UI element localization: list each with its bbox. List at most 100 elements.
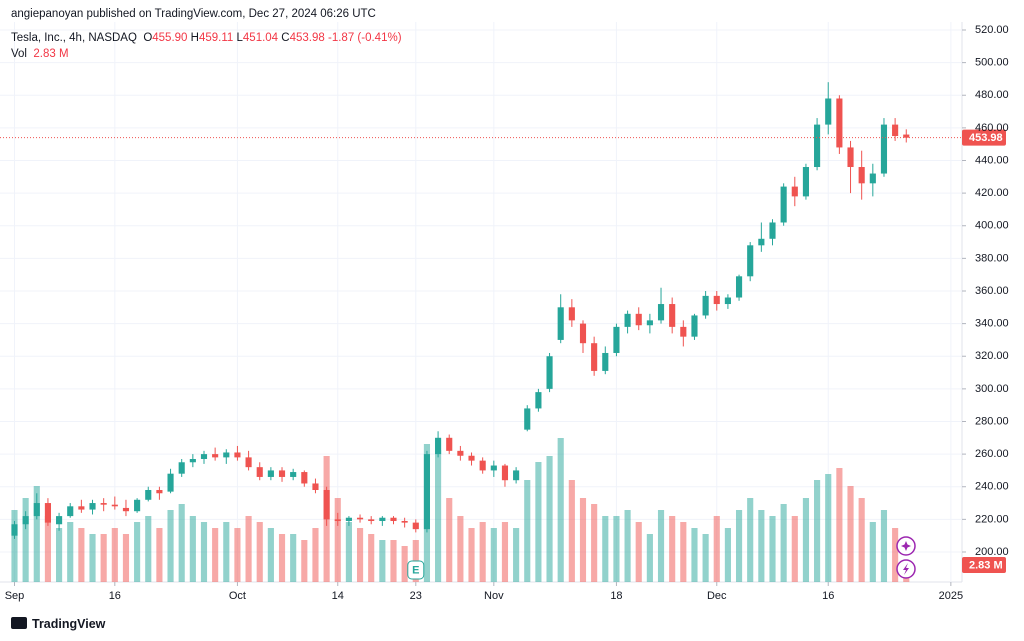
last-price-box: [962, 129, 1006, 146]
candle-body: [256, 467, 263, 477]
candle-body: [245, 457, 252, 468]
candle-body: [100, 503, 107, 505]
y-tick-label: 440.00: [975, 154, 1009, 166]
volume-bar: [680, 522, 687, 582]
x-tick-label: 2025: [939, 590, 963, 602]
candle-body: [858, 167, 865, 184]
y-tick-label: 260.00: [975, 448, 1009, 460]
volume-bar: [401, 546, 408, 582]
x-tick-label: Sep: [5, 590, 25, 602]
volume-bar: [11, 510, 18, 582]
low: 451.04: [242, 32, 279, 44]
candle-body: [22, 516, 29, 525]
volume-bar: [591, 504, 598, 582]
volume-bar: [892, 528, 899, 582]
change-pct: (-0.41%): [357, 32, 402, 44]
y-tick-label: 380.00: [975, 252, 1009, 264]
candle-body: [379, 517, 386, 521]
volume-bar: [546, 456, 553, 582]
volume-bar: [134, 522, 141, 582]
candle-body: [591, 343, 598, 371]
volume-bar: [111, 528, 118, 582]
candle-body: [323, 489, 330, 520]
candle-body: [847, 147, 854, 168]
candle-body: [669, 304, 676, 327]
volume-bar: [702, 534, 709, 582]
candle-body: [401, 520, 408, 523]
h-label: H: [190, 32, 199, 44]
volume-bar: [234, 528, 241, 582]
candle-body: [814, 124, 821, 168]
candle-body: [802, 167, 810, 197]
volume-bar: [513, 528, 520, 582]
y-tick-label: 320.00: [975, 350, 1009, 362]
candle-body: [134, 499, 141, 512]
candle-body: [735, 276, 743, 298]
candle-body: [390, 517, 397, 521]
volume-bar: [301, 540, 308, 582]
vol-label: Vol: [11, 48, 27, 60]
candle-body: [167, 473, 174, 492]
candle-body: [156, 489, 163, 494]
brand: TradingView: [32, 617, 106, 631]
candle-body: [111, 504, 118, 507]
candle-body: [602, 352, 609, 371]
volume-bar: [579, 498, 587, 582]
candle-body: [368, 519, 375, 521]
volume-bar: [33, 486, 40, 582]
volume-bar: [635, 522, 642, 582]
earnings-marker: [407, 560, 425, 580]
volume-bar: [568, 480, 575, 582]
earnings-marker-label: E: [412, 564, 419, 576]
candle-body: [780, 186, 787, 223]
volume-bar: [89, 534, 96, 582]
y-tick-label: 500.00: [975, 57, 1009, 69]
volume-bar: [446, 498, 453, 582]
volume-bar: [379, 540, 386, 582]
c-label: C: [281, 32, 290, 44]
volume-bar: [278, 534, 286, 582]
volume-bar: [646, 534, 653, 582]
candle-body: [234, 452, 241, 458]
candle-body: [624, 313, 631, 327]
candle-body: [758, 238, 765, 246]
candle-body: [33, 503, 40, 517]
volume-bar: [56, 528, 63, 582]
candle-body: [89, 503, 96, 510]
x-tick-label: 18: [610, 590, 622, 602]
vol-line: Vol 2.83 M: [11, 48, 69, 60]
candle-body: [78, 506, 85, 510]
candle-body: [423, 454, 431, 530]
volume-bar: [178, 504, 185, 582]
candle-body: [513, 470, 520, 481]
volume-bar: [747, 498, 754, 582]
candle-body: [825, 98, 832, 125]
candle-body: [892, 124, 899, 137]
volume-bar: [847, 486, 854, 582]
volume-bar: [501, 522, 509, 582]
volume-bar: [223, 522, 230, 582]
candle-body: [557, 307, 564, 340]
candle-body: [713, 295, 720, 305]
volume-bar: [212, 528, 219, 582]
volume-bar: [167, 510, 174, 582]
volume-bar: [22, 498, 29, 582]
volume-bar: [669, 516, 676, 582]
sparkle-icon: [901, 541, 911, 551]
high: 459.11: [198, 32, 234, 44]
volume-bar: [613, 516, 620, 582]
volume-bar: [290, 534, 297, 582]
volume-bar: [267, 528, 274, 582]
last-volume-box: [962, 557, 1006, 574]
candle-body: [189, 459, 196, 463]
candle-body: [290, 472, 297, 477]
volume-bar: [122, 534, 130, 582]
x-tick-label: 16: [822, 590, 834, 602]
volume-bar: [435, 450, 442, 582]
candle-body: [680, 326, 687, 337]
x-tick-label: Dec: [707, 590, 727, 602]
candle-body: [791, 186, 798, 197]
x-tick-label: 16: [109, 590, 121, 602]
volume-bar: [880, 510, 888, 582]
candle-body: [903, 134, 910, 138]
